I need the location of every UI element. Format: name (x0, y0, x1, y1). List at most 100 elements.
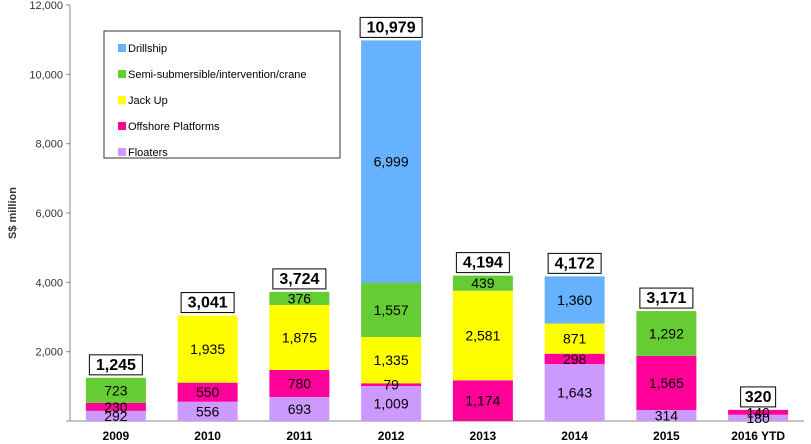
bar-floaters-2016-ytd (728, 414, 789, 421)
bar-jack-up-2012 (361, 337, 422, 384)
bar-semi-submersible-intervention-crane-2011 (269, 291, 330, 305)
bar-semi-submersible-intervention-crane-2012 (361, 283, 422, 338)
total-box-2015 (639, 287, 694, 309)
y-tick-label: 10,000 (29, 69, 63, 81)
bar-offshore-platforms-2012 (361, 383, 422, 387)
bar-floaters-2009 (85, 410, 146, 421)
total-label-2015: 3,171 (646, 290, 686, 307)
data-label-jack-up-2012: 1,335 (374, 352, 409, 368)
total-label-2014: 4,172 (555, 255, 595, 272)
total-label-2016-ytd: 320 (745, 389, 772, 406)
bar-jack-up-2013 (452, 290, 513, 381)
total-labels: 1,245 3,041 3,724 10,979 4,194 4,172 3,171 320 (88, 16, 777, 408)
data-label-semi-submersible-intervention-crane-2009: 723 (104, 382, 128, 398)
data-label-offshore-platforms-2015: 1,565 (649, 375, 684, 391)
legend-swatch-drillship (118, 44, 126, 52)
bar-floaters-2012 (361, 386, 422, 421)
data-label-floaters-2009: 292 (104, 408, 128, 424)
legend-label-drillship: Drillship (128, 43, 167, 55)
legend-swatch-semi-submersible-intervention-crane (118, 70, 126, 78)
y-tick-label: 8,000 (35, 139, 63, 151)
data-label-drillship-2012: 6,999 (374, 154, 409, 170)
legend-label-offshore-platforms: Offshore Platforms (128, 121, 220, 133)
bar-semi-submersible-intervention-crane-2015 (636, 311, 697, 356)
total-box-2014 (547, 252, 602, 274)
data-label-floaters-2014: 1,643 (557, 385, 592, 401)
bar-jack-up-2010 (177, 315, 238, 383)
bar-offshore-platforms-2014 (544, 353, 605, 365)
y-tick-label: 6,000 (35, 208, 63, 220)
total-label-2011: 3,724 (279, 271, 319, 288)
data-label-semi-submersible-intervention-crane-2015: 1,292 (649, 325, 684, 341)
data-label-floaters-2015: 314 (655, 408, 679, 424)
legend-label-semi-submersible-intervention-crane: Semi-submersible/intervention/crane (128, 69, 307, 81)
total-box-2016-ytd (740, 386, 777, 408)
y-tick-label: 12,000 (29, 0, 63, 12)
legend-label-jack-up: Jack Up (128, 95, 168, 107)
legend-swatch-jack-up (118, 96, 126, 104)
bar-drillship-2012 (361, 40, 422, 284)
data-label-floaters-2010: 556 (196, 403, 220, 419)
total-box-2011 (272, 268, 327, 290)
bar-jack-up-2014 (544, 323, 605, 354)
total-label-2010: 3,041 (188, 295, 228, 312)
data-label-floaters-2012: 1,009 (374, 396, 409, 412)
y-axis-label: S$ million (7, 187, 19, 239)
bar-floaters-2014 (544, 364, 605, 421)
bar-floaters-2015 (636, 410, 697, 421)
x-tick-label-2012: 2012 (378, 429, 405, 443)
x-tick-label-2011: 2011 (286, 429, 312, 443)
legend-swatch-floaters (118, 148, 126, 156)
x-tick-label-2013: 2013 (470, 429, 497, 443)
data-label-drillship-2014: 1,360 (557, 292, 592, 308)
data-label-offshore-platforms-2010: 550 (196, 384, 220, 400)
data-label-floaters-2016-ytd: 180 (746, 410, 770, 426)
legend-label-floaters: Floaters (128, 147, 168, 159)
total-box-2013 (455, 252, 510, 274)
x-tick-label-2010: 2010 (194, 429, 221, 443)
bar-floaters-2011 (269, 396, 330, 421)
data-label-floaters-2011: 693 (288, 401, 312, 417)
bar-floaters-2010 (177, 401, 238, 421)
data-label-offshore-platforms-2016-ytd: 140 (746, 404, 770, 420)
data-label-jack-up-2011: 1,875 (282, 329, 317, 345)
bar-offshore-platforms-2010 (177, 382, 238, 402)
data-label-semi-submersible-intervention-crane-2013: 439 (471, 275, 495, 291)
x-tick-label-2016-ytd: 2016 YTD (731, 429, 785, 443)
data-label-semi-submersible-intervention-crane-2011: 376 (288, 290, 312, 306)
x-tick-label-2009: 2009 (103, 429, 130, 443)
data-label-offshore-platforms-2014: 298 (563, 351, 587, 367)
data-label-offshore-platforms-2009: 230 (104, 399, 128, 415)
bar-semi-submersible-intervention-crane-2009 (85, 377, 146, 403)
bars (85, 40, 789, 421)
data-label-jack-up-2013: 2,581 (465, 328, 500, 344)
data-label-offshore-platforms-2012: 79 (383, 377, 399, 393)
bar-offshore-platforms-2015 (636, 355, 697, 411)
bar-offshore-platforms-2013 (452, 380, 513, 421)
bar-jack-up-2011 (269, 304, 330, 370)
data-label-offshore-platforms-2011: 780 (288, 375, 312, 391)
bar-offshore-platforms-2009 (85, 402, 146, 411)
axes: 2,000 4,000 6,000 8,000 10,000 12,000 2009 2010… (29, 0, 804, 443)
bar-drillship-2014 (544, 276, 605, 324)
legend-swatch-offshore-platforms (118, 122, 126, 130)
total-label-2013: 4,194 (463, 255, 503, 272)
legend-box (103, 30, 341, 159)
bar-offshore-platforms-2016-ytd (728, 409, 789, 415)
data-label-jack-up-2010: 1,935 (190, 341, 225, 357)
y-tick-label: 2,000 (35, 347, 63, 359)
data-label-semi-submersible-intervention-crane-2012: 1,557 (374, 302, 409, 318)
total-box-2009 (88, 354, 143, 376)
bar-offshore-platforms-2011 (269, 369, 330, 397)
data-label-jack-up-2014: 871 (563, 331, 587, 347)
legend: Drillship Semi-submersible/intervention/c… (103, 30, 341, 159)
bar-semi-submersible-intervention-crane-2013 (452, 275, 513, 291)
total-label-2009: 1,245 (96, 357, 136, 374)
data-label-offshore-platforms-2013: 1,174 (465, 393, 500, 409)
x-tick-label-2015: 2015 (653, 429, 680, 443)
total-label-2012: 10,979 (367, 19, 416, 36)
total-box-2010 (180, 292, 235, 314)
